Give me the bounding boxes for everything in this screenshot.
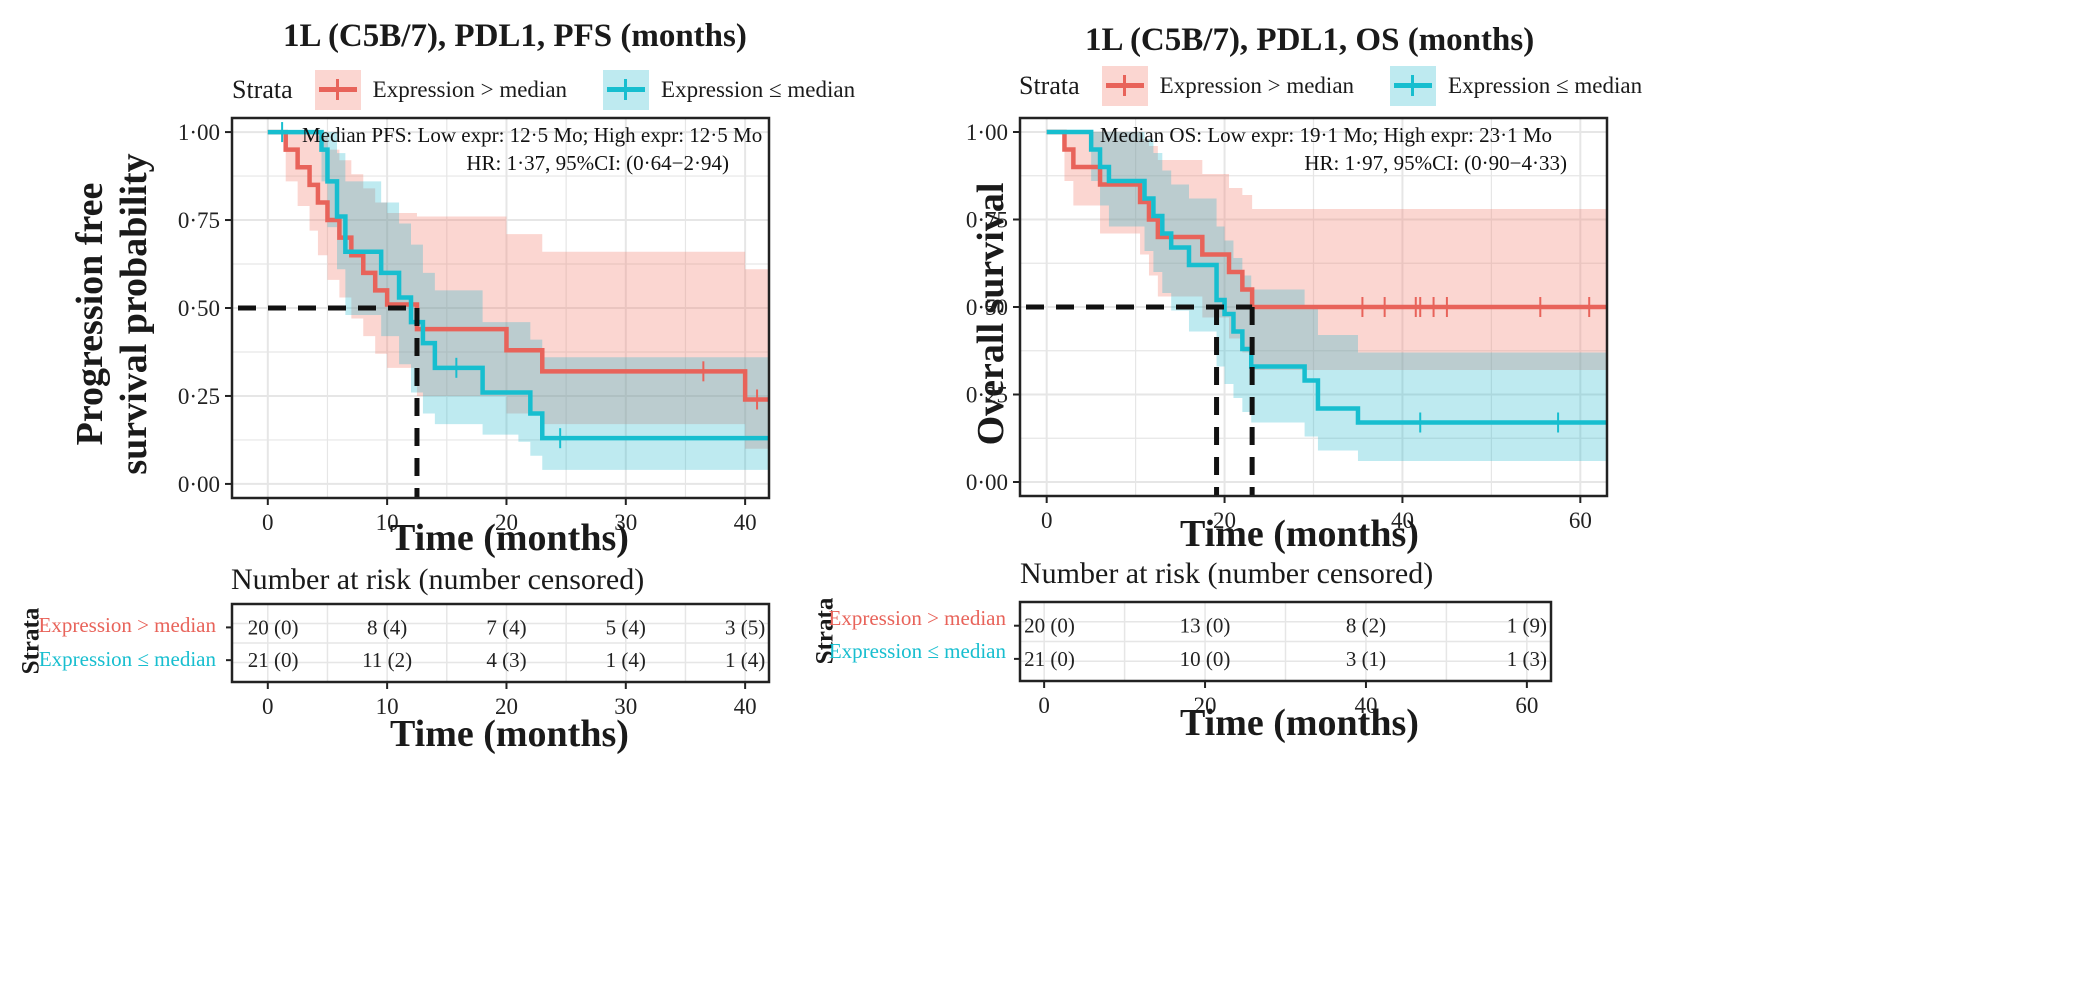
risk-cell: 3 (5) xyxy=(725,615,765,639)
annotation-median: Median PFS: Low expr: 12·5 Mo; High expr… xyxy=(302,123,762,147)
km-curve-high xyxy=(267,129,769,402)
legend-key-low xyxy=(1390,66,1437,106)
risk-table-frame xyxy=(230,602,771,684)
ci-band-low xyxy=(1046,132,1607,461)
y-tick-label: 0·00 xyxy=(966,470,1008,495)
survival-plot: Median PFS: Low expr: 12·5 Mo; High expr… xyxy=(178,116,771,535)
risk-cell: 20 (0) xyxy=(248,615,299,639)
legend: Strata Expression > median Expression ≤ … xyxy=(1019,66,1678,106)
risk-cell: 8 (2) xyxy=(1346,614,1386,638)
x-tick-label: 0 xyxy=(262,510,274,535)
y-tick-label: 0·75 xyxy=(178,208,220,233)
legend-key-high xyxy=(1101,66,1148,106)
risk-x-tick-label: 20 xyxy=(495,694,518,719)
risk-cell: 10 (0) xyxy=(1180,647,1231,671)
risk-cell: 5 (4) xyxy=(606,615,646,639)
y-tick-label: 0·25 xyxy=(178,384,220,409)
annotation-hr: HR: 1·37, 95%CI: (0·64−2·94) xyxy=(466,151,729,175)
km-curve-high xyxy=(1046,129,1607,310)
pfs-panel: 1L (C5B/7), PDL1, PFS (months) Strata Ex… xyxy=(17,18,891,755)
chart-title: 1L (C5B/7), PDL1, OS (months) xyxy=(1085,22,1535,58)
risk-cell: 7 (4) xyxy=(486,615,526,639)
y-tick-label: 0·00 xyxy=(178,472,220,497)
risk-x-tick-label: 60 xyxy=(1515,693,1538,718)
km-curve-low xyxy=(267,129,769,441)
legend-label-high: Expression > median xyxy=(372,77,568,102)
x-axis-label: Time (months) xyxy=(390,517,629,559)
legend-label-low: Expression ≤ median xyxy=(661,77,856,102)
risk-x-tick-label: 10 xyxy=(376,694,399,719)
risk-table-frame xyxy=(1018,600,1553,683)
x-tick-label: 40 xyxy=(734,510,757,535)
y-tick-label: 0·25 xyxy=(966,383,1008,408)
y-tick-label: 1·00 xyxy=(966,120,1008,145)
y-tick-label: 1·00 xyxy=(178,120,220,145)
legend-label-high: Expression > median xyxy=(1159,73,1355,98)
risk-x-tick-label: 40 xyxy=(1354,693,1377,718)
x-tick-label: 40 xyxy=(1391,508,1414,533)
x-axis-label: Time (months) xyxy=(1180,513,1419,555)
x-tick-label: 20 xyxy=(1213,508,1236,533)
risk-x-tick-label: 0 xyxy=(1038,693,1050,718)
risk-cell: 21 (0) xyxy=(248,648,299,672)
legend-key-high xyxy=(314,70,361,110)
risk-cell: 1 (4) xyxy=(606,648,646,672)
risk-cell: 11 (2) xyxy=(362,648,412,672)
risk-table: 20 (0) 8 (4) 7 (4) 5 (4) 3 (5) 21 (0) 11 (2) 4 … xyxy=(226,602,771,719)
risk-table-title: Number at risk (number censored) xyxy=(231,563,645,596)
risk-cell: 20 (0) xyxy=(1024,614,1075,638)
risk-cell: 4 (3) xyxy=(486,648,526,672)
risk-x-tick-label: 20 xyxy=(1194,693,1217,718)
os-panel: 1L (C5B/7), PDL1, OS (months) Strata Exp… xyxy=(811,0,2092,1004)
y-tick-label: 0·75 xyxy=(966,208,1008,233)
x-tick-label: 60 xyxy=(1569,508,1592,533)
legend-title: Strata xyxy=(1019,71,1080,100)
legend-key-low xyxy=(603,70,650,110)
risk-cell: 3 (1) xyxy=(1346,647,1386,671)
risk-row-name-high: Expression > median xyxy=(828,606,1006,630)
risk-cell: 8 (4) xyxy=(367,615,407,639)
y-tick-label: 0·50 xyxy=(966,295,1008,320)
risk-cell: 1 (9) xyxy=(1507,614,1547,638)
risk-x-tick-label: 30 xyxy=(614,694,637,719)
x-tick-label: 10 xyxy=(376,510,399,535)
legend: Strata Expression > median Expression ≤ … xyxy=(232,70,891,110)
risk-cell: 13 (0) xyxy=(1180,614,1231,638)
annotation-hr: HR: 1·97, 95%CI: (0·90−4·33) xyxy=(1304,151,1567,175)
legend-title: Strata xyxy=(232,75,293,104)
risk-x-axis-label: Time (months) xyxy=(390,713,629,755)
x-tick-label: 20 xyxy=(495,510,518,535)
ci-band-high xyxy=(1046,132,1607,370)
chart-title: 1L (C5B/7), PDL1, PFS (months) xyxy=(283,18,747,54)
y-tick-label: 0·50 xyxy=(178,296,220,321)
legend-label-low: Expression ≤ median xyxy=(1448,73,1643,98)
risk-row-name-low: Expression ≤ median xyxy=(828,639,1006,663)
km-curve-low xyxy=(1046,129,1607,425)
risk-table: 20 (0) 13 (0) 8 (2) 1 (9) 21 (0) 10 (0) 3 (1) 1… xyxy=(1014,600,1553,718)
annotation-median: Median OS: Low expr: 19·1 Mo; High expr:… xyxy=(1100,123,1552,147)
risk-row-name-low: Expression ≤ median xyxy=(38,647,216,671)
risk-x-axis-label: Time (months) xyxy=(1180,702,1419,744)
risk-cell: 1 (4) xyxy=(725,648,765,672)
risk-x-tick-label: 0 xyxy=(262,694,274,719)
ci-band-low xyxy=(267,132,769,470)
risk-cell: 21 (0) xyxy=(1024,647,1075,671)
risk-table-title: Number at risk (number censored) xyxy=(1020,557,1434,590)
risk-x-tick-label: 40 xyxy=(734,694,757,719)
x-tick-label: 0 xyxy=(1041,508,1053,533)
survival-plot: Median OS: Low expr: 19·1 Mo; High expr:… xyxy=(966,116,1609,533)
risk-cell: 1 (3) xyxy=(1507,647,1547,671)
x-tick-label: 30 xyxy=(614,510,637,535)
risk-row-name-high: Expression > median xyxy=(38,613,216,637)
